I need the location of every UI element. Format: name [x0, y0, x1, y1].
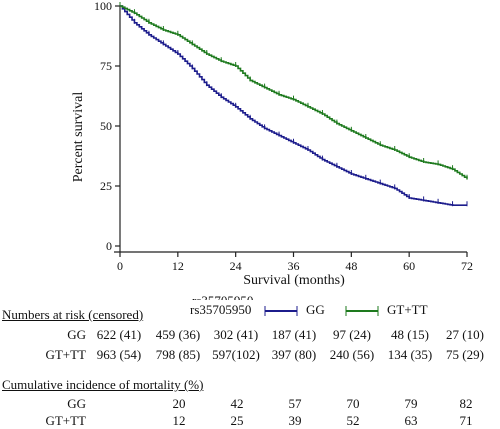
y-axis-label: Percent survival: [71, 92, 86, 183]
legend-swatch-gttt: [345, 306, 379, 316]
mortality-cell-gttt-0: 12: [172, 413, 186, 428]
mortality-cell-gttt-1: 25: [230, 413, 244, 428]
risk-cell-gttt-2: 597(102): [212, 347, 260, 362]
legend-title-label: rs35705950: [190, 302, 252, 317]
risk-cell-gg-4: 97 (24): [333, 327, 371, 342]
mortality-cell-gg-1: 42: [230, 396, 244, 411]
series-gg: [119, 2, 468, 207]
x-tick-label: 48: [345, 259, 357, 273]
risk-cell-gg-3: 187 (41): [271, 327, 317, 342]
mortality-cell-gg-0: 20: [172, 396, 186, 411]
mortality-cell-gg-2: 57: [288, 396, 302, 411]
series-gt-tt: [119, 2, 468, 180]
x-tick-label: 72: [461, 259, 473, 273]
risk-row-label-gg: GG: [67, 327, 86, 342]
risk-cell-gttt-0: 963 (54): [96, 347, 142, 362]
y-tick-label: 100: [94, 0, 112, 13]
y-tick-label: 25: [100, 179, 112, 193]
mortality-cell-gttt-3: 52: [346, 413, 360, 428]
legend-label-gg: GG: [306, 302, 325, 317]
series-line: [120, 5, 468, 179]
risk-cell-gg-0: 622 (41): [96, 327, 142, 342]
y-tick-label: 0: [106, 239, 112, 253]
risk-cell-gttt-6: 75 (29): [446, 347, 484, 362]
mortality-cell-gttt-5: 71: [459, 413, 473, 428]
risk-table-title: Numbers at risk (censored): [2, 307, 144, 322]
y-tick-label: 50: [100, 119, 112, 133]
mortality-cell-gg-5: 82: [459, 396, 473, 411]
x-tick-label: 60: [403, 259, 415, 273]
chart-tick-layer: 0 25 50 75 100 0 12 24 36 48 60 72: [94, 0, 473, 273]
legend-label-gttt: GT+TT: [387, 302, 428, 317]
risk-cell-gttt-4: 240 (56): [329, 347, 375, 362]
risk-cell-gg-2: 302 (41): [213, 327, 259, 342]
x-tick-label: 24: [230, 259, 242, 273]
chart-series-layer: [119, 2, 468, 207]
x-axis-label: Survival (months): [243, 273, 345, 288]
risk-cell-gttt-5: 134 (35): [387, 347, 433, 362]
risk-cell-gg-1: 459 (36): [155, 327, 201, 342]
mortality-cell-gg-4: 79: [404, 396, 418, 411]
legend-swatch-gg: [264, 306, 298, 316]
mortality-cell-gttt-2: 39: [288, 413, 302, 428]
survival-chart: 0 25 50 75 100 0 12 24 36 48 60 72 Percent survival…: [71, 0, 473, 300]
mortality-cell-gg-3: 70: [346, 396, 360, 411]
mortality-row-label-gttt: GT+TT: [45, 413, 86, 428]
x-tick-label: 36: [288, 259, 300, 273]
legend: rs35705950: [192, 293, 253, 300]
risk-cell-gttt-3: 397 (80): [271, 347, 317, 362]
mortality-cell-gttt-4: 63: [404, 413, 418, 428]
risk-cell-gg-6: 27 (10): [446, 327, 484, 342]
chart-axes: [114, 6, 467, 253]
x-tick-label: 12: [172, 259, 184, 273]
legend-title: rs35705950: [192, 293, 253, 300]
x-tick-label: 0: [117, 259, 123, 273]
risk-row-label-gttt: GT+TT: [45, 347, 86, 362]
risk-cell-gttt-1: 798 (85): [155, 347, 201, 362]
risk-cell-gg-5: 48 (15): [391, 327, 429, 342]
mortality-table-title: Cumulative incidence of mortality (%): [2, 377, 204, 392]
mortality-row-label-gg: GG: [67, 396, 86, 411]
y-tick-label: 75: [100, 59, 112, 73]
series-line: [120, 5, 467, 206]
